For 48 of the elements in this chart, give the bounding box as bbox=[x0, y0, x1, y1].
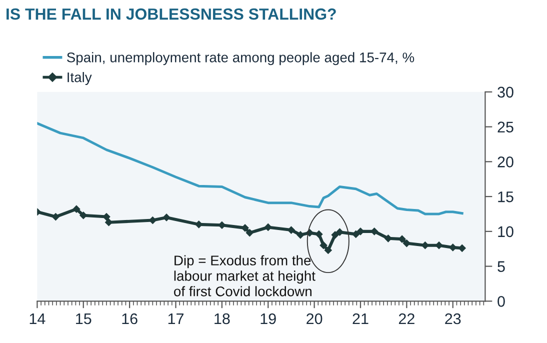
y-tick-label: 20 bbox=[498, 156, 514, 168]
point bbox=[241, 224, 249, 232]
legend-label: Italy bbox=[68, 72, 92, 85]
point bbox=[264, 224, 272, 231]
point bbox=[80, 212, 88, 220]
point bbox=[370, 228, 378, 236]
annotation: Dip = Exodus from the labour market at height of first Covid lockdown bbox=[174, 255, 316, 296]
y-tick-label: 10 bbox=[498, 226, 514, 238]
point bbox=[105, 218, 112, 226]
x-tick-label: 17 bbox=[168, 314, 184, 324]
point bbox=[449, 244, 456, 252]
x-tick-label: 23 bbox=[445, 313, 461, 324]
point bbox=[458, 244, 466, 252]
x-tick-label: 16 bbox=[122, 313, 138, 324]
point bbox=[403, 240, 410, 247]
x-tick-label: 20 bbox=[306, 313, 322, 324]
point bbox=[246, 229, 254, 236]
x-tick-label: 15 bbox=[76, 314, 92, 324]
x-tick-label: 19 bbox=[260, 313, 276, 324]
x-tick-label: 18 bbox=[214, 313, 230, 324]
point bbox=[102, 213, 110, 220]
point bbox=[324, 246, 332, 254]
point bbox=[162, 214, 170, 222]
point bbox=[435, 242, 443, 249]
y-tick-label: 25 bbox=[498, 122, 514, 132]
line-series bbox=[37, 122, 464, 216]
point bbox=[195, 220, 202, 228]
point bbox=[315, 230, 323, 238]
point bbox=[384, 234, 392, 242]
point bbox=[296, 231, 304, 239]
point bbox=[149, 216, 156, 224]
legend-label: Spain, unemployment rate among people aged 15-74, % bbox=[66, 52, 414, 66]
x-tick-label: 21 bbox=[352, 313, 368, 324]
chart-title: IS THE FALL IN JOBLESSNESS STALLING? bbox=[6, 8, 336, 20]
point bbox=[320, 242, 328, 249]
y-tick-label: 30 bbox=[498, 86, 514, 98]
y-tick-label: 0 bbox=[498, 296, 505, 307]
y-tick-label: 5 bbox=[498, 261, 505, 272]
point bbox=[288, 226, 295, 234]
y-tick-label: 15 bbox=[498, 192, 514, 202]
point bbox=[352, 230, 360, 238]
point bbox=[336, 228, 344, 236]
point bbox=[331, 231, 339, 239]
point bbox=[422, 242, 429, 249]
x-tick-label: 22 bbox=[398, 313, 414, 324]
point bbox=[52, 213, 60, 220]
x-tick-label: 14 bbox=[30, 314, 46, 324]
point bbox=[72, 205, 80, 213]
